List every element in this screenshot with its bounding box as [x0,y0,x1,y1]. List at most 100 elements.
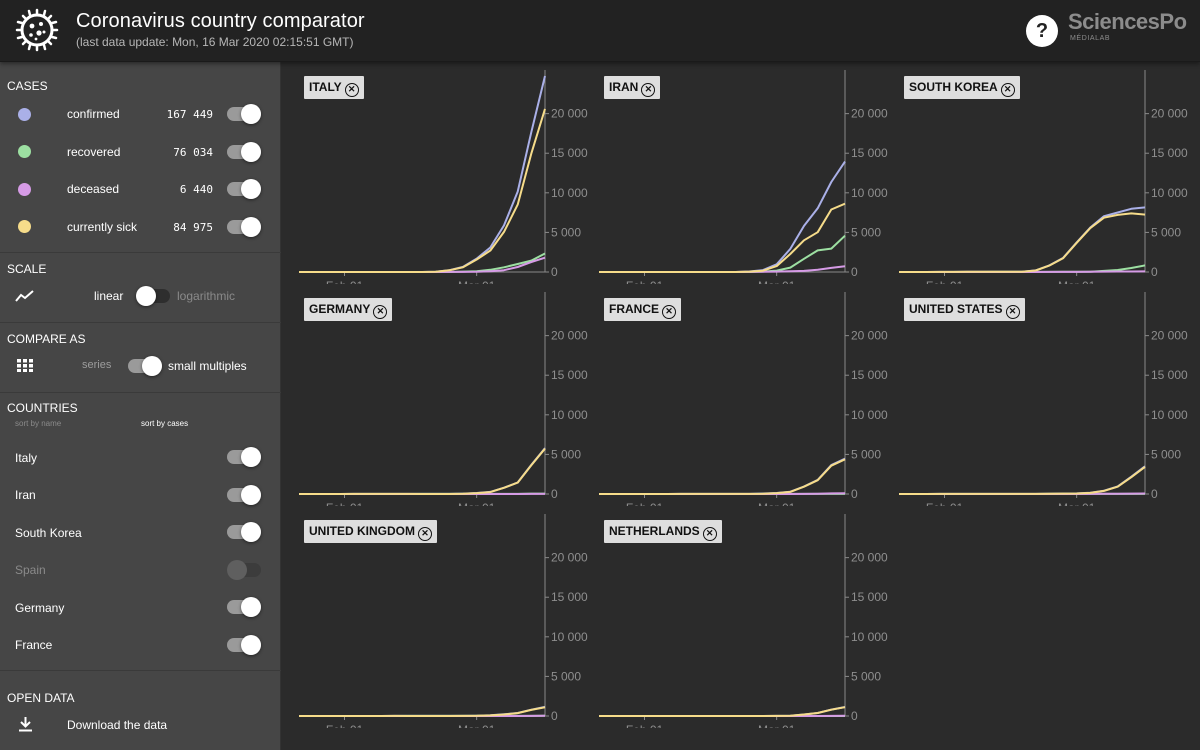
country-spain-toggle[interactable] [227,560,261,580]
country-chip-france[interactable]: FRANCE ✕ [604,298,681,321]
country-chip-germany[interactable]: GERMANY ✕ [304,298,393,321]
currently-sick-count: 84 975 [173,221,213,234]
y-tick-label: 15 000 [551,590,588,604]
compare-toggle[interactable] [128,356,162,376]
sort-by-name-button[interactable]: sort by name [15,419,62,428]
chart-panel-france: 0 5 000 10 000 15 000 20 000 Feb 01 Mar 01 FRAN… [599,284,899,506]
sort-by-cases-button[interactable]: sort by cases [141,419,189,428]
country-chip-netherlands[interactable]: NETHERLANDS ✕ [604,520,722,543]
compare-series-label[interactable]: series [82,359,112,371]
remove-country-icon[interactable]: ✕ [641,83,656,97]
chart-svg: 0 5 000 10 000 15 000 20 000 Feb 01 Mar 01 [299,514,588,728]
y-tick-label: 10 000 [851,630,888,644]
y-tick-label: 15 000 [551,146,588,160]
remove-country-icon[interactable]: ✕ [702,527,717,541]
deceased-toggle[interactable] [227,179,261,199]
y-tick-label: 10 000 [551,630,588,644]
confirmed-toggle[interactable] [227,104,261,124]
y-tick-label: 0 [1151,265,1158,279]
x-tick-label: Feb 01 [626,279,664,284]
currently-sick-toggle[interactable] [227,217,261,237]
compare-multiples-label[interactable]: small multiples [168,359,247,373]
y-tick-label: 15 000 [851,368,888,382]
country-chip-south-korea[interactable]: SOUTH KOREA ✕ [904,76,1020,99]
header: Coronavirus country comparator (last dat… [0,0,1200,62]
y-tick-label: 5 000 [851,669,881,683]
country-iran-toggle[interactable] [227,485,261,505]
brand-sub: MÉDIALAB [1070,35,1111,42]
recovered-color-dot [18,145,31,158]
remove-country-icon[interactable]: ✕ [662,305,676,319]
remove-country-icon[interactable]: ✕ [1000,83,1015,97]
series-line-currently-sick [299,108,546,273]
chart-svg: 0 5 000 10 000 15 000 20 000 Feb 01 Mar 01 [899,292,1188,506]
y-tick-label: 0 [551,709,558,723]
confirmed-count: 167 449 [166,108,213,121]
series-line-currently-sick [599,458,846,495]
chart-panel-south-korea: 0 5 000 10 000 15 000 20 000 Feb 01 Mar 01 SOUT… [899,62,1199,284]
remove-country-icon[interactable]: ✕ [373,305,388,319]
x-tick-label: Mar 01 [458,723,496,728]
help-button[interactable]: ? [1026,15,1058,47]
y-tick-label: 15 000 [851,590,888,604]
remove-country-icon[interactable]: ✕ [344,83,359,97]
y-tick-label: 0 [851,709,858,723]
country-chip-italy[interactable]: ITALY ✕ [304,76,364,99]
chart-panel-germany: 0 5 000 10 000 15 000 20 000 Feb 01 Mar 01 GERM… [299,284,599,506]
sciencespo-logo[interactable]: SciencesPo MÉDIALAB [1068,9,1187,45]
y-tick-label: 20 000 [851,107,888,121]
country-chip-label: SOUTH KOREA [909,80,998,94]
currently-sick-color-dot [18,220,31,233]
y-tick-label: 10 000 [551,408,588,422]
x-tick-label: Mar 01 [1058,501,1096,506]
series-line-confirmed [299,75,546,273]
remove-country-icon[interactable]: ✕ [418,527,432,541]
y-tick-label: 20 000 [1151,107,1188,121]
country-chip-label: UNITED KINGDOM [309,524,415,538]
country-chip-label: NETHERLANDS [609,524,700,538]
country-south-korea-toggle[interactable] [227,522,261,542]
recovered-toggle[interactable] [227,142,261,162]
scale-linear-label[interactable]: linear [94,289,124,303]
y-tick-label: 20 000 [551,329,588,343]
download-icon[interactable] [19,717,32,732]
download-data-link[interactable]: Download the data [67,718,168,732]
y-tick-label: 5 000 [1151,447,1181,461]
series-line-recovered [599,234,846,273]
scale-toggle[interactable] [136,286,170,306]
scale-log-label[interactable]: logarithmic [177,289,236,303]
country-chip-united-states[interactable]: UNITED STATES ✕ [904,298,1025,321]
y-tick-label: 15 000 [551,368,588,382]
cases-title: CASES [7,79,48,93]
series-line-currently-sick [599,202,846,273]
recovered-count: 76 034 [173,146,213,159]
chart-svg: 0 5 000 10 000 15 000 20 000 Feb 01 Mar 01 [299,70,588,284]
chart-panel-united-kingdom: 0 5 000 10 000 15 000 20 000 Feb 01 Mar 01 UNIT… [299,506,599,728]
series-line-currently-sick [599,706,846,717]
country-chip-iran[interactable]: IRAN ✕ [604,76,661,99]
country-chip-label: IRAN [609,80,639,94]
country-france-toggle[interactable] [227,635,261,655]
x-tick-label: Mar 01 [758,279,796,284]
y-tick-label: 10 000 [1151,186,1188,200]
chart-svg: 0 5 000 10 000 15 000 20 000 Feb 01 Mar 01 [599,70,888,284]
country-chip-united-kingdom[interactable]: UNITED KINGDOM ✕ [304,520,437,543]
compare-section: COMPARE AS series small multiples [0,323,281,393]
country-italy-toggle[interactable] [227,447,261,467]
scale-section: SCALE linear logarithmic [0,253,281,323]
y-tick-label: 10 000 [551,186,588,200]
y-tick-label: 0 [851,487,858,501]
countries-section: COUNTRIES sort by name sort by cases Ita… [0,393,281,671]
y-tick-label: 10 000 [851,186,888,200]
remove-country-icon[interactable]: ✕ [1005,305,1020,319]
countries-title: COUNTRIES [7,401,78,415]
y-tick-label: 15 000 [1151,368,1188,382]
country-germany-toggle[interactable] [227,597,261,617]
app-title: Coronavirus country comparator [76,10,365,32]
chart-svg: 0 5 000 10 000 15 000 20 000 Feb 01 Mar 01 [299,292,588,506]
x-tick-label: Feb 01 [326,501,364,506]
cases-section: CASES confirmed 167 449 recovered 76 034… [0,62,281,253]
y-tick-label: 20 000 [851,329,888,343]
confirmed-color-dot [18,108,31,121]
